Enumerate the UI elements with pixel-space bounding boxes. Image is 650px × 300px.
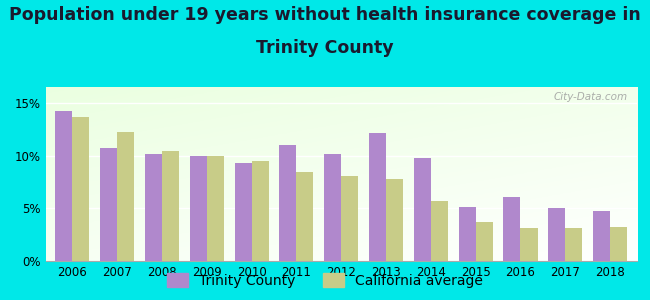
Bar — [162, 151, 179, 261]
Bar — [521, 228, 538, 261]
Bar — [296, 172, 313, 261]
Bar — [566, 228, 582, 261]
Bar — [100, 148, 117, 261]
Bar — [593, 212, 610, 261]
Bar — [414, 158, 431, 261]
Bar — [207, 155, 224, 261]
Bar — [252, 161, 268, 261]
Text: City-Data.com: City-Data.com — [554, 92, 628, 102]
Bar — [145, 154, 162, 261]
Bar — [235, 163, 252, 261]
Bar — [476, 222, 493, 261]
Legend: Trinity County, California average: Trinity County, California average — [161, 267, 489, 293]
Bar — [72, 116, 90, 261]
Bar — [386, 179, 403, 261]
Bar — [459, 207, 476, 261]
Bar — [610, 227, 627, 261]
Text: Trinity County: Trinity County — [256, 39, 394, 57]
Bar — [117, 132, 134, 261]
Bar — [280, 145, 296, 261]
Bar — [369, 134, 386, 261]
Bar — [431, 201, 448, 261]
Bar — [190, 155, 207, 261]
Bar — [55, 111, 72, 261]
Bar — [549, 208, 566, 261]
Bar — [504, 197, 521, 261]
Bar — [324, 154, 341, 261]
Text: Population under 19 years without health insurance coverage in: Population under 19 years without health… — [9, 6, 641, 24]
Bar — [341, 176, 358, 261]
